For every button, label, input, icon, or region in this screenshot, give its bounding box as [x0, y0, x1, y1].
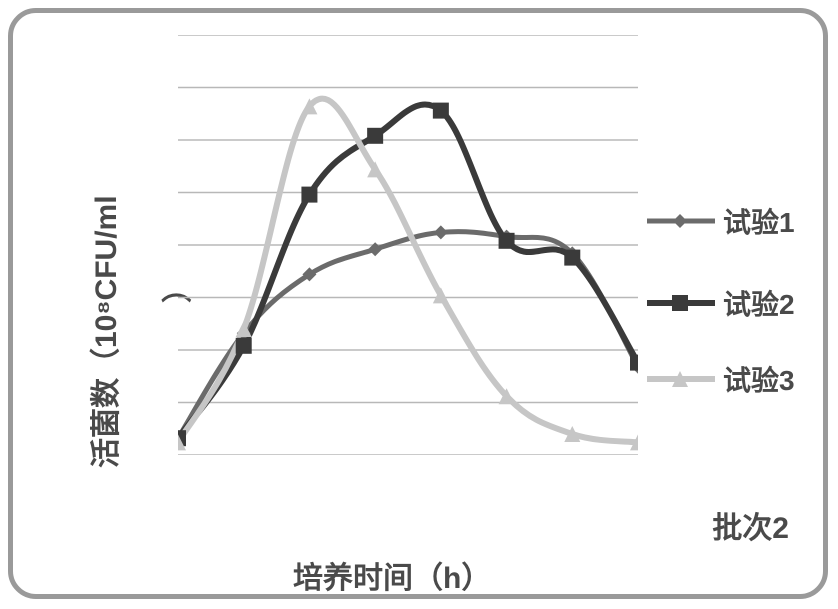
chart-frame: 活菌数（10⁸CFU/ml ） 试验1 试验2 试验3 批次2 培养时间（h）: [8, 8, 828, 599]
y-axis-label-text: 活菌数（10⁸CFU/ml: [90, 195, 123, 468]
batch-label: 批次2: [712, 503, 789, 547]
legend-swatch-1: [645, 208, 719, 234]
x-axis-label: 培养时间（h）: [293, 553, 491, 597]
legend-item-1: 试验1: [645, 201, 795, 241]
legend-label-3: 试验3: [723, 359, 795, 399]
legend-label-2: 试验2: [723, 283, 795, 323]
plot-svg: [178, 35, 638, 455]
legend-swatch-2: [645, 290, 719, 316]
legend-item-3: 试验3: [645, 359, 795, 399]
legend-swatch-3: [645, 366, 719, 392]
legend-label-1: 试验1: [723, 201, 795, 241]
y-axis-label: 活菌数（10⁸CFU/ml: [81, 195, 125, 468]
legend-item-2: 试验2: [645, 283, 795, 323]
